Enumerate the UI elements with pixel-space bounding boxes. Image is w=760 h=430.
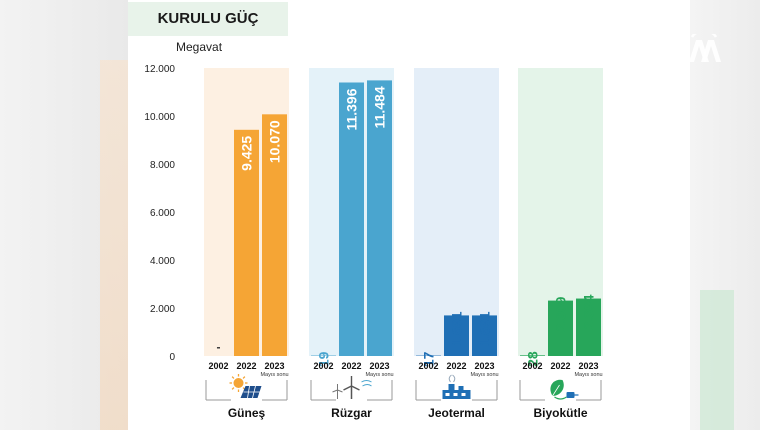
year-label: 2023 — [578, 361, 598, 371]
year-label: 2022 — [446, 361, 466, 371]
year-sublabel: Mayıs sonu — [365, 372, 393, 378]
background-strip — [700, 290, 734, 430]
bar — [472, 315, 497, 356]
year-label: 2023 — [264, 361, 284, 371]
wind-turbine-icon — [332, 376, 372, 399]
group-background — [414, 68, 499, 356]
bar-value-label: - — [217, 340, 221, 354]
bar-value-label: 2.309 — [553, 296, 569, 331]
year-sublabel: Mayıs sonu — [260, 372, 288, 378]
bar-value-label: 2.394 — [581, 294, 597, 329]
bar — [520, 355, 545, 356]
group-bracket — [205, 380, 288, 401]
bar-value-label: 11.484 — [372, 86, 388, 128]
chart-title: KURULU GÜÇ — [157, 10, 259, 27]
bar-value-label: 1.691 — [477, 311, 493, 346]
year-label: 2002 — [313, 361, 333, 371]
bar-value-label: 28 — [525, 351, 541, 367]
aa-logo-icon — [689, 34, 721, 62]
bar-value-label: 17 — [421, 351, 437, 367]
unit-label: Megavat — [176, 40, 223, 54]
group-bracket — [519, 380, 602, 401]
year-label: 2022 — [341, 361, 361, 371]
biomass-plug-icon — [550, 379, 579, 400]
year-sublabel: Mayıs sonu — [574, 372, 602, 378]
y-tick-label: 4.000 — [150, 256, 175, 267]
bar-value-label: 11.396 — [344, 88, 360, 130]
bar-value-label: 1.691 — [449, 311, 465, 346]
group-bracket — [310, 380, 393, 401]
bar-value-label: 19 — [316, 351, 332, 367]
year-label: 2022 — [550, 361, 570, 371]
title-box — [128, 2, 288, 36]
bar — [444, 315, 469, 356]
bar — [262, 114, 287, 356]
y-tick-label: 6.000 — [150, 208, 175, 219]
bar — [367, 80, 392, 356]
year-sublabel: Mayıs sonu — [470, 372, 498, 378]
solar-panel-icon — [229, 374, 262, 399]
group-name-label: Biyokütle — [533, 406, 587, 420]
bar — [576, 298, 601, 356]
y-tick-label: 8.000 — [150, 160, 175, 171]
year-label: 2023 — [369, 361, 389, 371]
year-label: 2002 — [208, 361, 228, 371]
year-label: 2022 — [236, 361, 256, 371]
background-strip — [100, 60, 128, 430]
y-tick-label: 0 — [169, 352, 175, 363]
bar-value-label: 9.425 — [239, 136, 255, 171]
year-label: 2023 — [474, 361, 494, 371]
year-label: 2002 — [522, 361, 542, 371]
group-bracket — [415, 380, 498, 401]
geothermal-plant-icon — [442, 374, 471, 399]
year-label: 2002 — [418, 361, 438, 371]
y-tick-label: 2.000 — [150, 304, 175, 315]
y-tick-label: 12.000 — [144, 64, 175, 75]
bar — [339, 82, 364, 356]
background-left — [0, 0, 128, 430]
bar — [234, 129, 259, 356]
y-tick-label: 10.000 — [144, 112, 175, 123]
group-name-label: Rüzgar — [331, 406, 372, 420]
group-name-label: Jeotermal — [428, 406, 485, 420]
background-right — [690, 0, 760, 430]
group-name-label: Güneş — [228, 406, 266, 420]
bar — [548, 300, 573, 356]
bar-value-label: 10.070 — [267, 120, 283, 163]
